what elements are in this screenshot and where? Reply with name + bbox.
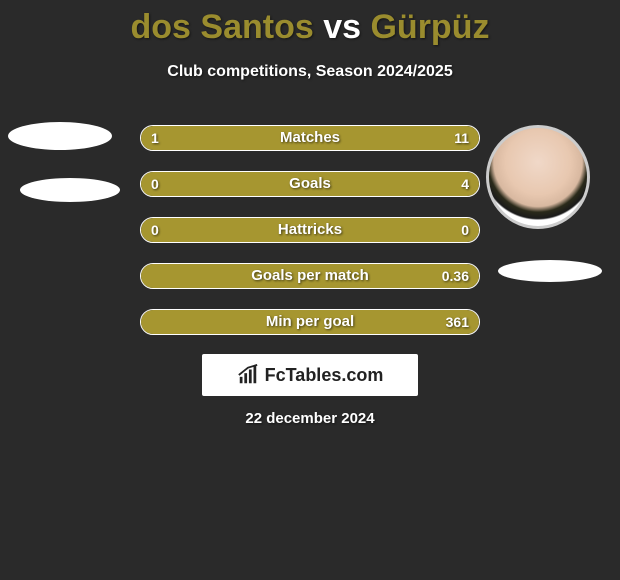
stat-value-player1: 0 bbox=[151, 172, 159, 196]
date-label: 22 december 2024 bbox=[0, 410, 620, 427]
stat-row: Hattricks0 0 bbox=[140, 217, 480, 243]
stat-value-player2: 0 bbox=[461, 218, 469, 242]
stat-label: Min per goal bbox=[141, 310, 479, 334]
stat-row: Matches111 bbox=[140, 125, 480, 151]
decorative-blob bbox=[8, 122, 112, 150]
subtitle: Club competitions, Season 2024/2025 bbox=[0, 63, 620, 81]
stat-row: Goals per match0.36 bbox=[140, 263, 480, 289]
stat-label: Matches bbox=[141, 126, 479, 150]
stat-value-player2: 361 bbox=[446, 310, 469, 334]
chart-icon bbox=[237, 364, 259, 386]
title-player2: Gürpüz bbox=[370, 8, 489, 46]
stat-row: Goals0 4 bbox=[140, 171, 480, 197]
stat-value-player1: 1 bbox=[151, 126, 159, 150]
stats-container: Matches111Goals04Hattricks00Goals per ma… bbox=[140, 125, 480, 355]
stat-label: Goals per match bbox=[141, 264, 479, 288]
title-player1: dos Santos bbox=[131, 8, 314, 46]
stat-row: Min per goal361 bbox=[140, 309, 480, 335]
stat-value-player2: 0.36 bbox=[442, 264, 469, 288]
title-vs: vs bbox=[314, 8, 371, 46]
stat-label: Hattricks bbox=[141, 218, 479, 242]
comparison-title: dos Santos vs Gürpüz bbox=[0, 0, 620, 47]
watermark-text: FcTables.com bbox=[265, 365, 384, 386]
stat-label: Goals bbox=[141, 172, 479, 196]
decorative-blob bbox=[20, 178, 120, 202]
stat-value-player1: 0 bbox=[151, 218, 159, 242]
stat-value-player2: 4 bbox=[461, 172, 469, 196]
player2-avatar bbox=[486, 125, 590, 229]
stat-value-player2: 11 bbox=[454, 126, 469, 150]
decorative-blob bbox=[498, 260, 602, 282]
watermark[interactable]: FcTables.com bbox=[202, 354, 418, 396]
